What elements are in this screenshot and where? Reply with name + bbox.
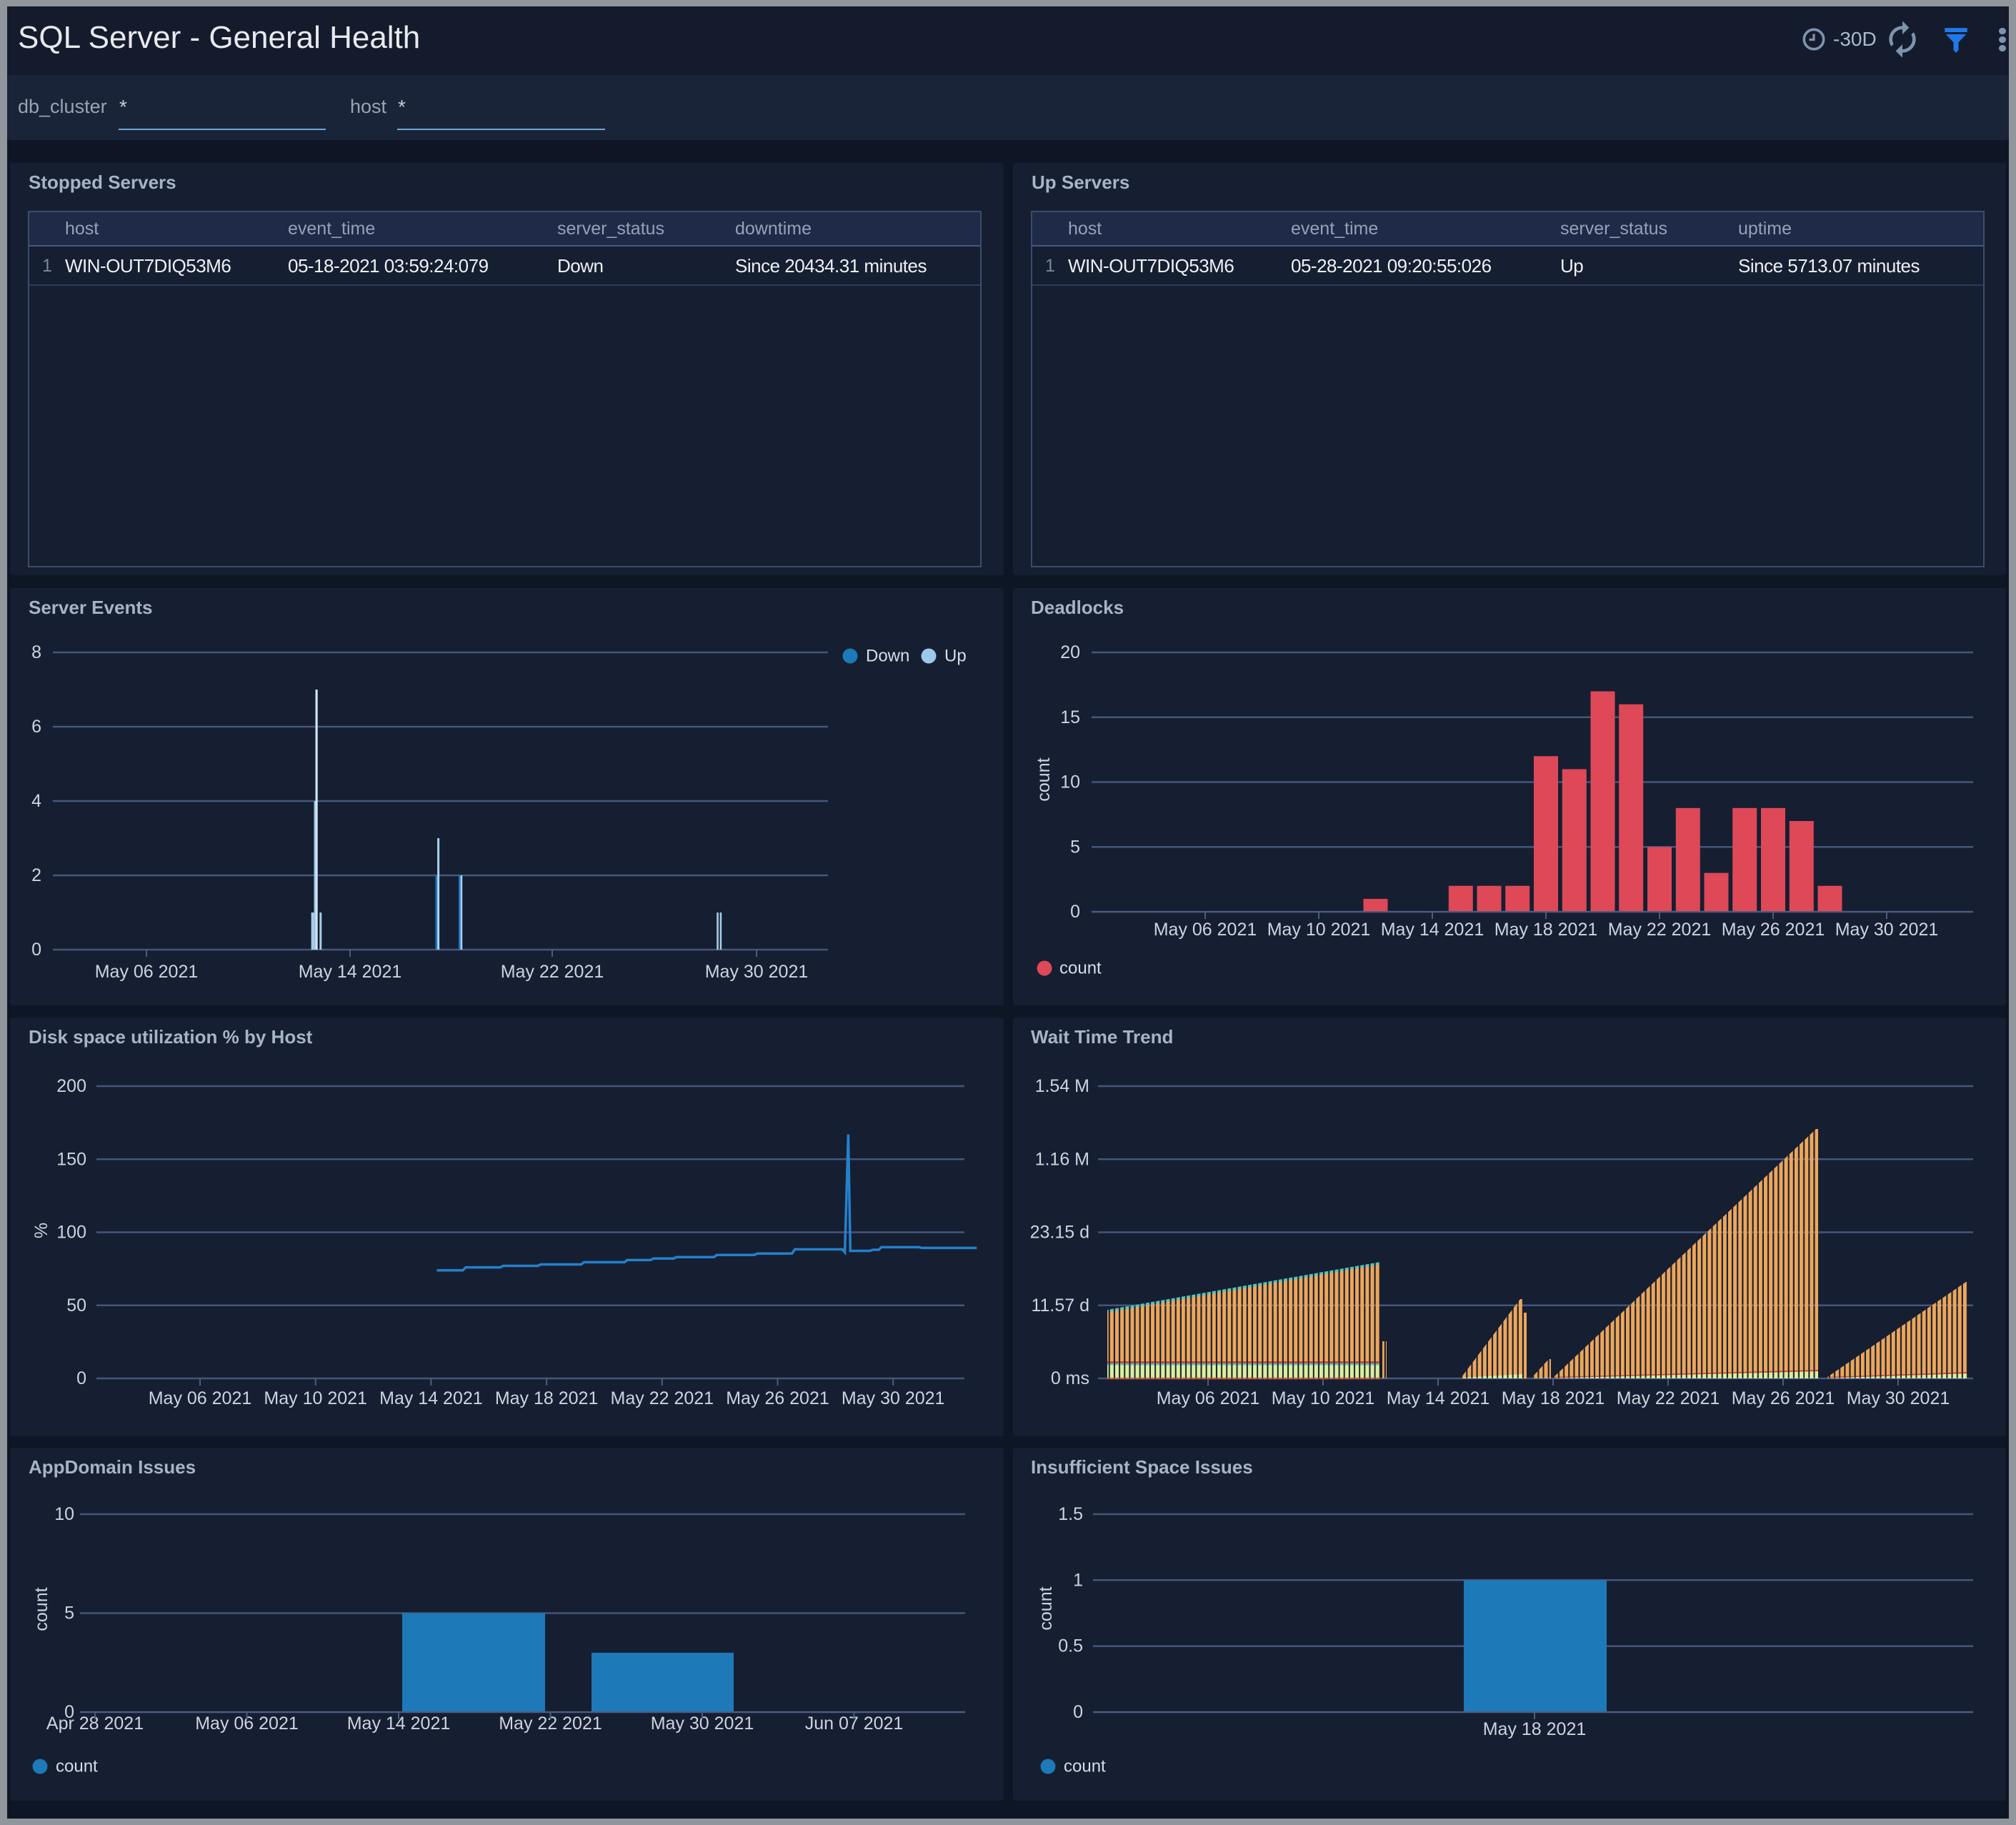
svg-text:1.16 M: 1.16 M: [1035, 1149, 1089, 1169]
svg-text:50: 50: [66, 1296, 86, 1316]
svg-text:May 22 2021: May 22 2021: [611, 1388, 714, 1408]
svg-text:May 26 2021: May 26 2021: [1722, 920, 1825, 940]
svg-text:100: 100: [56, 1223, 86, 1243]
svg-text:May 26 2021: May 26 2021: [1732, 1388, 1835, 1408]
svg-text:4: 4: [31, 791, 41, 811]
svg-text:May 18 2021: May 18 2021: [1494, 920, 1598, 940]
svg-text:5: 5: [64, 1603, 74, 1623]
svg-text:May 22 2021: May 22 2021: [1608, 920, 1712, 940]
svg-text:0: 0: [1073, 1702, 1083, 1722]
svg-text:May 14 2021: May 14 2021: [299, 962, 402, 982]
svg-text:May 14 2021: May 14 2021: [379, 1388, 483, 1408]
svg-text:Down: Down: [866, 647, 909, 666]
svg-text:May 30 2021: May 30 2021: [1847, 1388, 1950, 1408]
svg-text:May 06 2021: May 06 2021: [1154, 920, 1257, 940]
svg-text:count: count: [31, 1587, 51, 1631]
svg-text:0: 0: [76, 1368, 86, 1388]
svg-text:May 10 2021: May 10 2021: [264, 1388, 367, 1408]
svg-text:1.54 M: 1.54 M: [1035, 1076, 1089, 1096]
svg-text:count: count: [1036, 1586, 1056, 1630]
svg-text:May 10 2021: May 10 2021: [1272, 1388, 1375, 1408]
svg-text:May 30 2021: May 30 2021: [1835, 920, 1939, 940]
svg-text:count: count: [56, 1757, 98, 1776]
svg-text:20: 20: [1060, 642, 1080, 662]
svg-text:200: 200: [56, 1076, 86, 1096]
svg-text:May 30 2021: May 30 2021: [842, 1388, 945, 1408]
svg-text:May 10 2021: May 10 2021: [1267, 920, 1371, 940]
svg-text:May 06 2021: May 06 2021: [149, 1388, 252, 1408]
svg-text:0 ms: 0 ms: [1051, 1368, 1089, 1388]
svg-text:0: 0: [64, 1702, 74, 1722]
svg-text:150: 150: [56, 1149, 86, 1169]
svg-text:2: 2: [31, 865, 41, 885]
svg-text:6: 6: [31, 717, 41, 737]
svg-text:0.5: 0.5: [1058, 1636, 1083, 1656]
svg-text:11.57 d: 11.57 d: [1031, 1296, 1089, 1316]
svg-text:0: 0: [1070, 902, 1080, 922]
svg-text:count: count: [1059, 959, 1102, 978]
svg-text:8: 8: [31, 642, 41, 662]
svg-text:0: 0: [31, 940, 41, 960]
svg-text:Up: Up: [944, 647, 967, 666]
svg-text:May 30 2021: May 30 2021: [705, 962, 809, 982]
svg-text:May 18 2021: May 18 2021: [495, 1388, 599, 1408]
svg-text:10: 10: [54, 1504, 74, 1524]
svg-text:count: count: [1064, 1757, 1106, 1776]
svg-text:1: 1: [1073, 1570, 1083, 1590]
svg-text:May 06 2021: May 06 2021: [95, 962, 199, 982]
svg-text:May 22 2021: May 22 2021: [501, 962, 604, 982]
svg-text:count: count: [1034, 757, 1054, 801]
svg-text:23.15 d: 23.15 d: [1030, 1223, 1089, 1243]
svg-text:1.5: 1.5: [1058, 1504, 1083, 1524]
svg-text:May 14 2021: May 14 2021: [1381, 920, 1484, 940]
svg-text:15: 15: [1060, 707, 1080, 727]
svg-text:5: 5: [1070, 837, 1080, 857]
svg-text:May 06 2021: May 06 2021: [1157, 1388, 1260, 1408]
svg-text:May 14 2021: May 14 2021: [1387, 1388, 1490, 1408]
svg-text:10: 10: [1060, 772, 1080, 792]
svg-text:May 26 2021: May 26 2021: [726, 1388, 829, 1408]
svg-text:May 18 2021: May 18 2021: [1483, 1719, 1587, 1739]
svg-text:%: %: [31, 1223, 51, 1238]
svg-text:May 18 2021: May 18 2021: [1502, 1388, 1605, 1408]
svg-text:May 22 2021: May 22 2021: [1617, 1388, 1720, 1408]
